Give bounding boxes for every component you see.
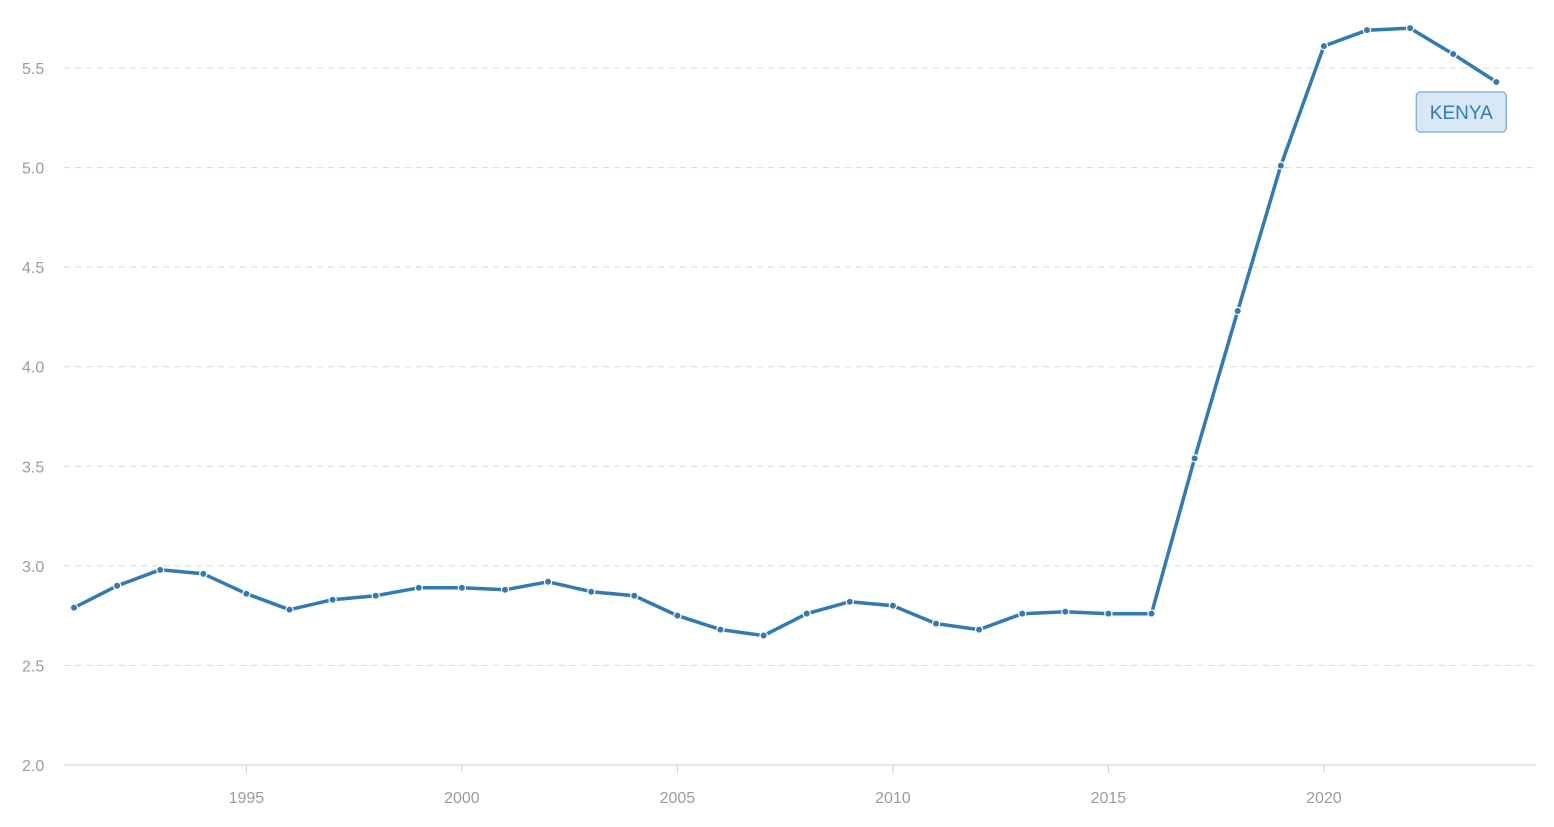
- data-point[interactable]: [457, 583, 467, 592]
- data-point[interactable]: [1276, 161, 1286, 170]
- x-tick-label: 2020: [1306, 790, 1342, 807]
- data-point[interactable]: [931, 619, 941, 628]
- data-point[interactable]: [543, 577, 553, 586]
- x-tick-label: 2015: [1091, 790, 1127, 807]
- data-point[interactable]: [888, 601, 898, 610]
- y-tick-label: 3.5: [22, 459, 44, 476]
- data-point[interactable]: [285, 605, 294, 614]
- y-axis-tick-labels: 2.0 2.5 3.0 3.5 4.0 4.5 5.0 5.5: [22, 61, 44, 775]
- y-tick-label: 5.0: [22, 161, 44, 178]
- data-point[interactable]: [1405, 23, 1415, 33]
- x-axis: [64, 764, 1536, 773]
- x-axis-tick-labels: 1995 2000 2005 2010 2015 2020: [229, 790, 1342, 807]
- data-point[interactable]: [716, 625, 725, 634]
- y-tick-label: 2.5: [22, 658, 44, 675]
- y-tick-label: 5.5: [22, 61, 44, 78]
- data-point[interactable]: [1147, 609, 1156, 618]
- y-tick-label: 3.0: [22, 559, 44, 576]
- x-tick-label: 2010: [875, 790, 911, 807]
- series-label-text: KENYA: [1430, 103, 1493, 124]
- gridlines: [64, 67, 1536, 666]
- data-point[interactable]: [673, 611, 682, 620]
- data-point[interactable]: [1018, 609, 1027, 618]
- data-point[interactable]: [1362, 25, 1372, 35]
- data-point[interactable]: [199, 569, 208, 579]
- data-point[interactable]: [112, 581, 122, 590]
- data-point[interactable]: [414, 583, 423, 592]
- data-point[interactable]: [500, 585, 510, 594]
- data-point[interactable]: [1190, 454, 1199, 463]
- y-tick-label: 2.0: [22, 758, 44, 775]
- data-point[interactable]: [759, 631, 768, 640]
- x-tick-label: 1995: [229, 790, 265, 807]
- data-point[interactable]: [802, 609, 811, 618]
- data-point[interactable]: [1104, 609, 1113, 618]
- data-point[interactable]: [1492, 77, 1501, 87]
- data-point[interactable]: [1448, 49, 1458, 59]
- x-tick-label: 2000: [444, 790, 480, 807]
- data-point[interactable]: [328, 595, 337, 604]
- series-label-kenya: KENYA: [1415, 91, 1508, 133]
- data-point[interactable]: [974, 625, 984, 634]
- data-point[interactable]: [69, 603, 79, 612]
- data-point[interactable]: [1319, 41, 1329, 51]
- x-tick-label: 2005: [660, 790, 696, 807]
- y-tick-label: 4.5: [22, 260, 44, 277]
- series-line-kenya: [72, 26, 1499, 638]
- data-point[interactable]: [242, 589, 251, 598]
- data-point[interactable]: [845, 597, 855, 606]
- data-point[interactable]: [1233, 306, 1242, 316]
- data-point[interactable]: [371, 591, 380, 600]
- series-kenya: [69, 23, 1501, 640]
- series-label-box: [1415, 91, 1508, 133]
- data-point[interactable]: [587, 587, 596, 596]
- data-point[interactable]: [155, 565, 165, 575]
- data-point[interactable]: [1061, 607, 1070, 616]
- data-point[interactable]: [630, 591, 639, 600]
- y-tick-label: 4.0: [22, 360, 44, 377]
